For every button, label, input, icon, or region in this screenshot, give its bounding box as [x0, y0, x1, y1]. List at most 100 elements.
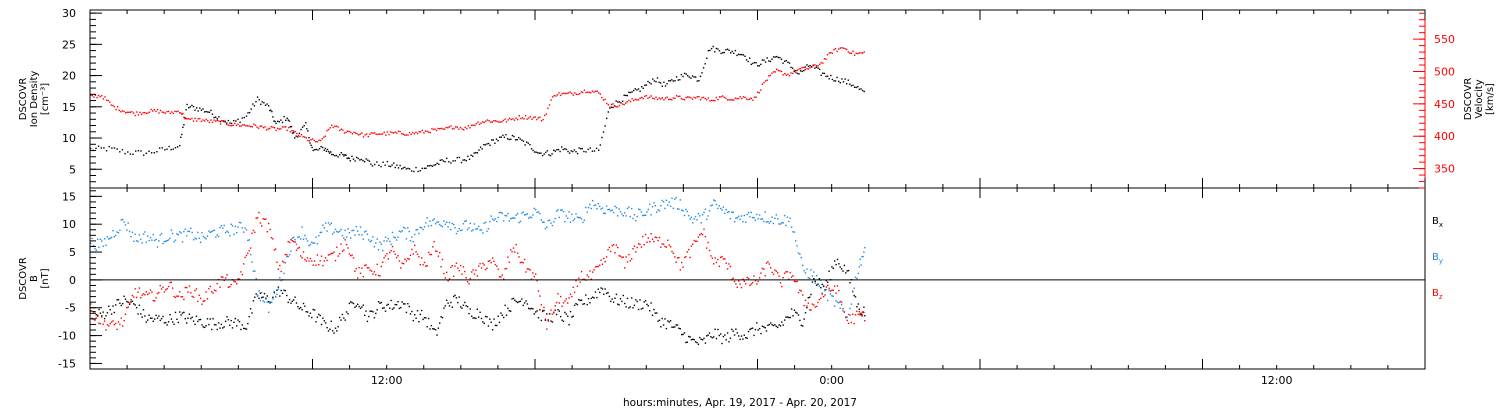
- data-point-series: [426, 130, 428, 133]
- data-point-series: [363, 160, 366, 163]
- data-point-bx: [790, 308, 793, 310]
- data-point-series: [227, 124, 230, 126]
- data-point-bz: [587, 276, 590, 278]
- data-point-series: [343, 132, 346, 134]
- data-point-bz: [650, 233, 652, 235]
- data-point-bz: [626, 261, 629, 263]
- data-point-bx: [145, 321, 147, 323]
- data-point-series: [494, 142, 496, 144]
- data-point-bx: [771, 324, 773, 326]
- data-point-series: [486, 119, 489, 121]
- data-point-series: [163, 111, 165, 114]
- data-point-series: [766, 79, 768, 81]
- data-point-by: [275, 295, 277, 298]
- data-point-bx: [418, 321, 420, 323]
- data-point-by: [167, 239, 170, 241]
- data-point-by: [731, 211, 733, 213]
- data-point-bz: [473, 273, 476, 275]
- data-point-by: [332, 233, 334, 235]
- data-point-series: [602, 99, 605, 101]
- data-point-bz: [201, 303, 203, 305]
- data-point-bx: [653, 308, 655, 311]
- data-point-series: [690, 97, 692, 99]
- data-point-bx: [455, 297, 458, 299]
- data-point-series: [399, 164, 401, 167]
- data-point-series: [315, 148, 318, 151]
- data-point-by: [478, 225, 480, 228]
- data-point-bz: [347, 247, 349, 249]
- data-point-bx: [180, 314, 182, 316]
- data-point-series: [315, 141, 317, 143]
- data-point-bx: [864, 315, 866, 317]
- data-point-by: [656, 211, 658, 213]
- data-point-series: [761, 59, 764, 61]
- data-point-bx: [343, 317, 345, 319]
- data-point-bz: [160, 288, 163, 290]
- data-point-bz: [760, 272, 762, 274]
- data-point-bx: [530, 307, 533, 310]
- data-point-series: [280, 128, 282, 130]
- data-point-by: [195, 238, 198, 240]
- data-point-bz: [295, 249, 298, 251]
- data-point-bx: [815, 284, 818, 286]
- data-point-series: [695, 76, 697, 78]
- data-point-series: [626, 94, 628, 97]
- data-point-by: [850, 303, 853, 305]
- data-point-series: [479, 146, 482, 148]
- data-point-bx: [573, 304, 576, 307]
- data-point-bx: [320, 323, 323, 326]
- data-point-bx: [334, 327, 337, 329]
- data-point-series: [386, 160, 389, 163]
- data-point-series: [202, 119, 204, 121]
- data-point-bx: [796, 312, 798, 314]
- data-point-bz: [729, 265, 732, 268]
- data-point-series: [505, 121, 508, 123]
- data-point-series: [548, 104, 551, 106]
- data-point-series: [434, 128, 436, 130]
- data-point-series: [655, 96, 657, 98]
- data-point-by: [795, 240, 797, 242]
- data-point-bz: [678, 257, 680, 259]
- data-point-bx: [681, 333, 683, 336]
- data-point-bz: [464, 270, 466, 273]
- data-point-bx: [793, 309, 796, 311]
- data-point-series: [542, 118, 544, 121]
- data-point-bz: [383, 257, 385, 259]
- data-point-series: [174, 110, 176, 112]
- data-point-series: [264, 126, 266, 128]
- data-point-series: [857, 86, 859, 88]
- data-point-by: [528, 217, 530, 219]
- data-point-bz: [592, 271, 594, 273]
- data-point-bx: [505, 314, 508, 316]
- data-point-by: [451, 222, 453, 225]
- data-point-bz: [223, 279, 225, 282]
- data-point-bx: [375, 312, 377, 315]
- data-point-bz: [840, 301, 843, 303]
- data-point-bx: [858, 308, 860, 310]
- data-point-bx: [268, 301, 270, 303]
- data-point-by: [681, 209, 683, 211]
- data-point-bz: [280, 270, 282, 273]
- data-point-by: [213, 229, 216, 232]
- data-point-series: [239, 121, 241, 123]
- data-point-by: [475, 228, 477, 230]
- data-point-series: [470, 154, 472, 156]
- data-point-by: [398, 230, 401, 232]
- data-point-bx: [131, 300, 134, 302]
- data-point-by: [510, 218, 512, 220]
- data-point-series: [752, 99, 754, 101]
- y-tick-label: 20: [62, 70, 76, 83]
- data-point-bz: [172, 287, 174, 289]
- data-point-series: [637, 88, 640, 90]
- data-point-bx: [786, 316, 789, 318]
- data-point-bx: [344, 319, 346, 321]
- data-point-series: [374, 163, 376, 166]
- data-point-series: [855, 86, 857, 89]
- data-point-bx: [747, 330, 750, 333]
- data-point-bz: [370, 270, 373, 272]
- data-point-series: [405, 168, 408, 170]
- data-point-series: [478, 149, 480, 151]
- data-point-by: [777, 218, 779, 220]
- data-point-series: [793, 69, 795, 71]
- data-point-by: [771, 216, 773, 218]
